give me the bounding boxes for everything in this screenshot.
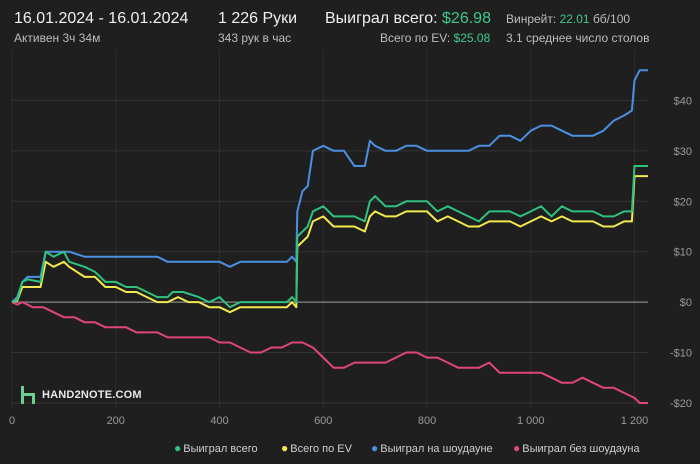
won-total-label: Выиграл всего: (325, 10, 438, 27)
y-tick-label: $0 (680, 297, 692, 309)
legend-non-showdown[interactable]: ● Выиграл без шоудауна (513, 441, 640, 455)
x-tick-label: 800 (418, 415, 436, 427)
active-time: Активен 3ч 34м (14, 31, 101, 45)
legend-showdown-dot-icon: ● (371, 441, 379, 455)
series-line (11, 69, 648, 303)
series-line (11, 175, 648, 314)
x-tick-label: 600 (314, 415, 332, 427)
y-tick-label: -$20 (670, 398, 692, 410)
x-tick-label: 400 (210, 415, 228, 427)
legend-ev-total[interactable]: ● Всего по EV (281, 441, 352, 455)
date-range: 16.01.2024 - 16.01.2024 (14, 10, 189, 27)
hand2note-logo-text: HAND2NOTE.COM (42, 389, 142, 401)
ev-summary: Всего по EV: $25.08 (380, 31, 490, 45)
grid (11, 50, 648, 408)
x-tick-label: 1 200 (621, 415, 649, 427)
winrate-summary: Винрейт: 22.01 бб/100 (506, 12, 630, 26)
won-total-summary: Выиграл всего: $26.98 (325, 10, 491, 28)
y-tick-label: $30 (674, 146, 692, 158)
legend-showdown[interactable]: ● Выиграл на шоудауне (371, 441, 493, 455)
x-tick-label: 0 (9, 415, 15, 427)
x-tick-label: 200 (107, 415, 125, 427)
hands-count: 1 226 Руки (218, 10, 298, 27)
y-tick-label: $20 (674, 196, 692, 208)
avg-tables: 3.1 среднее число столов (506, 31, 650, 45)
won-total-value: $26.98 (442, 10, 491, 27)
y-tick-label: -$10 (670, 348, 692, 360)
legend-ev-total-label: Всего по EV (290, 443, 352, 455)
legend-non-showdown-dot-icon: ● (513, 441, 521, 455)
legend-won-total-dot-icon: ● (174, 441, 182, 455)
x-tick-label: 1 000 (517, 415, 545, 427)
ev-value: $25.08 (453, 31, 491, 45)
legend-ev-total-dot-icon: ● (281, 441, 289, 455)
legend-showdown-label: Выиграл на шоудауне (380, 443, 493, 455)
series-line (11, 165, 648, 309)
legend-won-total-label: Выиграл всего (183, 443, 258, 455)
legend-won-total[interactable]: ● Выиграл всего (174, 441, 258, 455)
winrate-label: Винрейт: (506, 12, 557, 26)
y-axis-ticks: $40 $30 $20 $10 $0 -$10 -$20 (670, 95, 692, 410)
y-tick-label: $10 (674, 247, 692, 259)
winrate-value: 22.01 (559, 12, 590, 26)
series-line (11, 301, 648, 404)
x-axis-ticks: 0 200 400 600 800 1 000 1 200 (9, 415, 648, 427)
hand2note-logo-icon (21, 386, 35, 404)
ev-label: Всего по EV: (380, 31, 451, 45)
hands-per-hour: 343 рук в час (218, 31, 292, 45)
legend-non-showdown-label: Выиграл без шоудауна (522, 443, 640, 455)
series-layer (11, 69, 648, 404)
hand2note-logo: HAND2NOTE.COM (20, 384, 142, 406)
y-tick-label: $40 (674, 95, 692, 107)
winrate-unit: бб/100 (592, 12, 631, 26)
